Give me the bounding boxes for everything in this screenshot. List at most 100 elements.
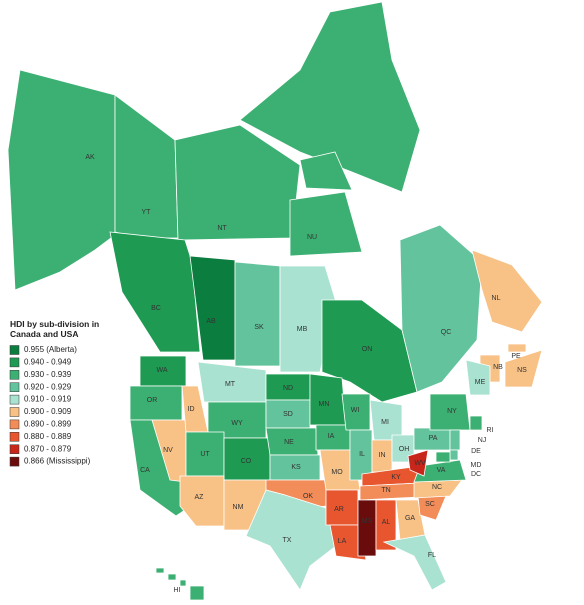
- region-label: MI: [381, 419, 389, 426]
- region: [449, 449, 459, 461]
- legend: 0.955 (Alberta) 0.940 - 0.949 0.930 - 0.93…: [9, 345, 91, 467]
- region-label: CO: [241, 458, 252, 465]
- region-label: NY: [447, 408, 457, 415]
- region-label: SD: [283, 411, 293, 418]
- legend-swatch: [9, 432, 20, 442]
- legend-label: 0.910 - 0.919: [24, 395, 72, 404]
- region-label: NV: [163, 447, 173, 454]
- legend-swatch: [9, 456, 20, 467]
- region-label: FL: [428, 552, 436, 559]
- legend-swatch: [9, 419, 20, 430]
- region-label: NB: [493, 364, 503, 371]
- legend-swatch: [9, 357, 20, 368]
- legend-label: 0.866 (Mississippi): [24, 457, 91, 466]
- region-label: NL: [492, 295, 501, 302]
- region-label: YT: [142, 209, 152, 216]
- region: [329, 524, 367, 561]
- region-label: CA: [140, 467, 150, 474]
- region: [469, 415, 483, 431]
- region: [382, 534, 447, 591]
- region: [155, 567, 165, 574]
- region-label: IL: [359, 451, 365, 458]
- legend-label: 0.890 - 0.899: [24, 420, 72, 429]
- region-label: VA: [437, 467, 446, 474]
- region: [167, 573, 177, 581]
- region-label: BC: [151, 305, 161, 312]
- region-label: SC: [425, 501, 435, 508]
- region: [289, 191, 363, 257]
- region-label: IN: [379, 452, 386, 459]
- region-label: MS: [362, 518, 373, 525]
- legend-label: 0.870 - 0.879: [24, 444, 72, 453]
- region-label: HI: [174, 587, 181, 594]
- region-label: OH: [399, 446, 410, 453]
- legend-swatch: [9, 370, 20, 380]
- region: [179, 579, 187, 587]
- legend-swatch: [9, 345, 20, 355]
- region: [507, 343, 527, 353]
- region-label: AR: [334, 506, 344, 513]
- region-label: WY: [231, 420, 243, 427]
- region-label: MB: [297, 326, 308, 333]
- region: [245, 489, 337, 591]
- region-label: KY: [391, 474, 401, 481]
- region: [234, 261, 281, 367]
- region-label: WA: [156, 367, 167, 374]
- region-labels: AK YT NT NU BC AB SK MB ON QC NL NB NS PE WA OR CA NV ID MT…: [85, 154, 527, 594]
- region-label: MN: [319, 401, 330, 408]
- region-label: MO: [331, 469, 343, 476]
- region-label: UT: [200, 451, 210, 458]
- region-label: GA: [405, 515, 415, 522]
- region-label: ME: [475, 379, 486, 386]
- region-label: PE: [511, 353, 521, 360]
- legend-label: 0.880 - 0.889: [24, 432, 72, 441]
- region-label: TN: [381, 487, 390, 494]
- region-label: SK: [254, 324, 264, 331]
- region: [399, 224, 483, 393]
- legend-label: 0.930 - 0.939: [24, 370, 72, 379]
- region-label: AZ: [195, 494, 205, 501]
- region-label: ND: [283, 385, 293, 392]
- region-label: NE: [284, 439, 294, 446]
- region-label: AB: [206, 318, 216, 325]
- legend-label: 0.900 - 0.909: [24, 407, 72, 416]
- region: [357, 499, 377, 557]
- region-label: MD: [471, 462, 482, 469]
- region-label: NJ: [478, 437, 487, 444]
- region-label: NT: [217, 225, 227, 232]
- region-label: KS: [291, 464, 301, 471]
- region: [309, 373, 347, 426]
- region-label: DE: [471, 448, 481, 455]
- region: [407, 449, 429, 477]
- region-label: ID: [188, 406, 195, 413]
- region-label: QC: [441, 329, 452, 336]
- region-label: OK: [303, 493, 313, 500]
- region: [179, 475, 225, 527]
- region-label: NS: [517, 367, 527, 374]
- region: [321, 299, 418, 403]
- legend-swatch: [9, 394, 20, 405]
- legend-label: 0.955 (Alberta): [24, 345, 77, 354]
- legend-label: 0.940 - 0.949: [24, 358, 72, 367]
- region-label: AK: [85, 154, 95, 161]
- region-label: LA: [338, 538, 347, 545]
- region: [299, 151, 353, 191]
- region: [109, 231, 201, 353]
- region-label: AL: [382, 519, 391, 526]
- region-label: ON: [362, 346, 373, 353]
- region-label: TX: [283, 537, 292, 544]
- region: [471, 249, 543, 333]
- region: [435, 451, 451, 463]
- region-label: IA: [328, 433, 335, 440]
- region: [504, 349, 543, 388]
- region-label: NU: [307, 234, 317, 241]
- legend-swatch: [9, 444, 20, 454]
- regions: [7, 1, 543, 601]
- region: [449, 429, 461, 451]
- legend-title: HDI by sub-division in Canada and USA: [10, 319, 99, 339]
- region-label: DC: [471, 471, 481, 478]
- legend-swatch: [9, 407, 20, 417]
- region-label: WI: [351, 407, 360, 414]
- legend-label: 0.920 - 0.929: [24, 382, 72, 391]
